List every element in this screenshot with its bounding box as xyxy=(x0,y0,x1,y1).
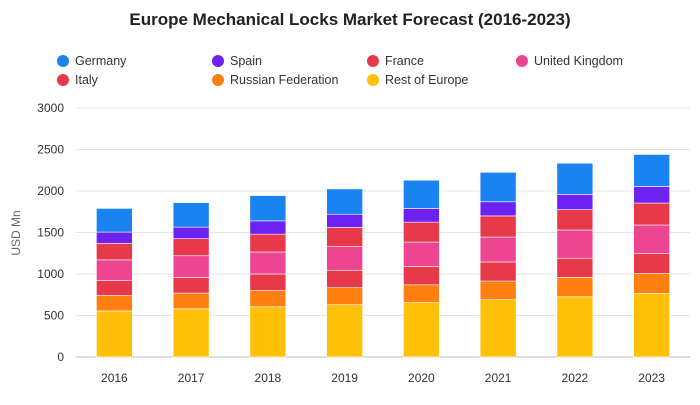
bar-2016-france xyxy=(96,242,133,261)
bar-2017-united-kingdom xyxy=(172,255,210,278)
bar-2020-spain xyxy=(403,208,440,223)
legend-marker-germany xyxy=(57,55,69,67)
bar-2022-germany xyxy=(556,162,594,195)
bar-2018-spain xyxy=(249,220,287,235)
legend-label-germany: Germany xyxy=(75,54,127,68)
legend-label-italy: Italy xyxy=(75,73,99,87)
bar-2019-germany xyxy=(326,188,363,215)
x-axis: 2016 2017 2018 2019 2020 2021 2022 2023 xyxy=(101,371,665,385)
y-tick-label: 2500 xyxy=(37,143,64,157)
bar-2022-france xyxy=(556,209,594,231)
legend-marker-united-kingdom xyxy=(516,55,528,67)
legend-marker-italy xyxy=(57,74,69,86)
bar-2019-spain xyxy=(326,213,363,228)
bar-2021-germany xyxy=(479,172,517,203)
legend-label-spain: Spain xyxy=(230,54,262,68)
chart-title: Europe Mechanical Locks Market Forecast … xyxy=(129,10,570,29)
bar-2023-russian-federation xyxy=(633,273,670,294)
bar-2017-spain xyxy=(172,226,210,240)
bar-2022-spain xyxy=(556,194,594,210)
bar-2019-france xyxy=(326,227,363,247)
bar-2023-spain xyxy=(633,186,670,204)
bar-2022-italy xyxy=(556,257,594,278)
bar-2021-italy xyxy=(479,261,517,282)
bar-2019-united-kingdom xyxy=(326,246,363,271)
y-tick-label: 0 xyxy=(57,350,64,364)
legend-marker-france xyxy=(367,55,379,67)
x-tick-label: 2020 xyxy=(408,371,435,385)
bar-2020-russian-federation xyxy=(403,284,440,303)
bar-2021-russian-federation xyxy=(479,280,517,301)
y-tick-label: 3000 xyxy=(37,101,64,115)
y-tick-label: 2000 xyxy=(37,184,64,198)
y-tick-label: 1500 xyxy=(37,226,64,240)
legend: Germany Spain France United Kingdom Italy Rus… xyxy=(57,54,623,87)
x-tick-label: 2023 xyxy=(638,371,665,385)
bar-2021-rest-of-europe xyxy=(479,299,517,358)
bar-2016-rest-of-europe xyxy=(96,310,133,358)
bar-2019-russian-federation xyxy=(326,287,363,306)
bar-2021-spain xyxy=(479,201,517,217)
x-tick-label: 2019 xyxy=(331,371,358,385)
legend-label-united-kingdom: United Kingdom xyxy=(534,54,623,68)
bar-2018-united-kingdom xyxy=(249,251,287,275)
bar-2017-rest-of-europe xyxy=(172,308,210,358)
bar-2016-russian-federation xyxy=(96,295,133,312)
legend-marker-russian-federation xyxy=(212,74,224,86)
bar-2022-rest-of-europe xyxy=(556,296,594,358)
x-tick-label: 2018 xyxy=(255,371,282,385)
bar-2017-germany xyxy=(172,202,210,228)
bar-2021-france xyxy=(479,215,517,238)
bar-2017-france xyxy=(172,238,210,257)
bar-2020-italy xyxy=(403,266,440,286)
bar-2018-rest-of-europe xyxy=(249,306,287,358)
bar-2020-united-kingdom xyxy=(403,241,440,267)
bar-2016-united-kingdom xyxy=(96,259,133,281)
bar-2018-italy xyxy=(249,273,287,291)
legend-label-russian-federation: Russian Federation xyxy=(230,73,338,87)
bar-2022-united-kingdom xyxy=(556,229,594,259)
grid-lines xyxy=(76,107,690,358)
bar-2018-russian-federation xyxy=(249,290,287,308)
x-tick-label: 2022 xyxy=(562,371,589,385)
bar-2016-italy xyxy=(96,280,133,296)
bar-2016-spain xyxy=(96,231,133,244)
y-tick-label: 500 xyxy=(44,309,64,323)
bar-2023-united-kingdom xyxy=(633,224,670,254)
x-tick-label: 2017 xyxy=(178,371,205,385)
bars xyxy=(96,154,670,358)
y-axis: 0 500 1000 1500 2000 2500 3000 xyxy=(37,101,64,364)
y-tick-label: 1000 xyxy=(37,267,64,281)
bar-2017-russian-federation xyxy=(172,292,210,310)
legend-label-france: France xyxy=(385,54,424,68)
bar-2020-germany xyxy=(403,179,440,209)
bar-2018-germany xyxy=(249,195,287,222)
legend-marker-rest-of-europe xyxy=(367,74,379,86)
bar-2023-germany xyxy=(633,154,670,187)
legend-label-rest-of-europe: Rest of Europe xyxy=(385,73,468,87)
bar-2023-france xyxy=(633,202,670,226)
bar-2023-italy xyxy=(633,253,670,274)
x-tick-label: 2016 xyxy=(101,371,128,385)
bar-2019-italy xyxy=(326,269,363,288)
x-tick-label: 2021 xyxy=(485,371,512,385)
bar-2023-rest-of-europe xyxy=(633,293,670,358)
bar-2018-france xyxy=(249,233,287,253)
bar-2019-rest-of-europe xyxy=(326,304,363,358)
bar-2017-italy xyxy=(172,277,210,294)
bar-2020-rest-of-europe xyxy=(403,302,440,358)
bar-2016-germany xyxy=(96,208,133,233)
bar-2020-france xyxy=(403,221,440,243)
legend-marker-spain xyxy=(212,55,224,67)
bar-2021-united-kingdom xyxy=(479,236,517,263)
y-axis-label: USD Mn xyxy=(9,210,23,255)
bar-2022-russian-federation xyxy=(556,277,594,298)
